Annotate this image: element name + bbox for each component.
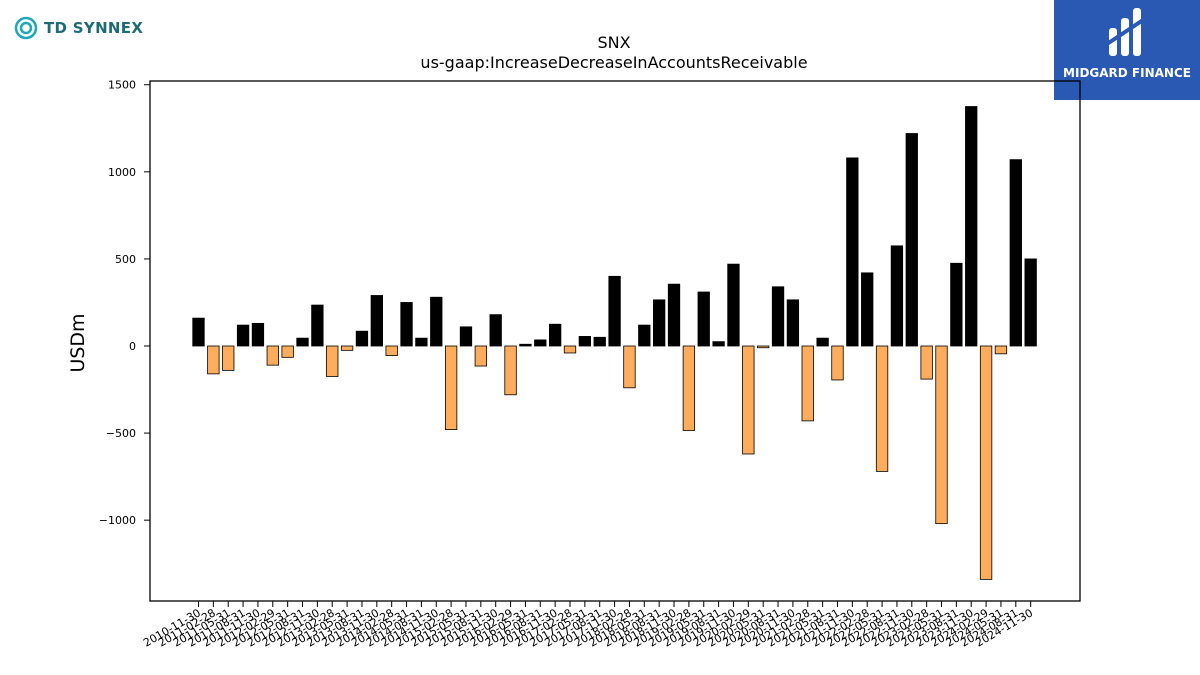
x-ticks-group: 2010-11-302011-02-282011-05-312011-08-31… [141, 601, 1035, 650]
bar-2016-11-30 [548, 323, 562, 347]
bar-2015-08-31 [474, 345, 487, 367]
bar-2013-02-28 [326, 345, 339, 377]
bar-2017-11-30 [608, 275, 621, 347]
bar-2021-08-31 [831, 345, 844, 381]
bar-2022-05-31 [875, 345, 889, 472]
y-tick-label: 0 [129, 340, 136, 353]
bar-2021-05-31 [816, 337, 829, 347]
bar-2017-08-31 [593, 336, 606, 347]
bar-2016-08-31 [534, 339, 547, 347]
bar-2020-02-29 [742, 345, 755, 455]
td-synnex-icon [14, 16, 38, 40]
bar-2022-11-30 [905, 133, 918, 347]
y-ticks-group: 1500 1000 500 0 −500 −1000 [99, 79, 150, 527]
td-synnex-wordmark: TD SYNNEX [44, 19, 144, 37]
bar-2015-05-31 [459, 326, 473, 347]
bar-2012-08-31 [296, 337, 309, 347]
bar-2023-08-31 [950, 262, 963, 347]
y-tick-label: −500 [106, 427, 136, 440]
bar-2011-02-28 [207, 345, 220, 375]
bar-2020-05-31 [757, 345, 770, 349]
bar-2023-05-31 [935, 345, 948, 525]
bar-2014-08-31 [415, 337, 428, 347]
bar-2017-05-31 [578, 336, 592, 347]
bar-2010-11-30 [192, 317, 205, 347]
bar-2023-02-28 [920, 345, 933, 380]
chart-title: SNX [597, 33, 630, 52]
bar-2018-05-31 [638, 324, 651, 347]
midgard-finance-wordmark: MIDGARD FINANCE [1063, 66, 1191, 80]
bar-2013-05-31 [340, 345, 354, 351]
bar-2024-05-31 [994, 345, 1008, 355]
bar-2013-08-31 [355, 330, 369, 347]
y-tick-label: 1500 [108, 79, 136, 92]
bar-2022-02-28 [861, 272, 874, 347]
bar-2024-08-31 [1009, 159, 1022, 347]
y-tick-label: 1000 [108, 166, 136, 179]
bar-2011-08-31 [236, 324, 250, 347]
bar-2022-08-31 [890, 245, 904, 347]
bar-2019-05-31 [697, 291, 710, 347]
bar-2020-11-30 [786, 299, 800, 347]
bar-2018-02-28 [623, 345, 636, 389]
bar-2019-02-28 [682, 345, 696, 431]
bar-2012-05-31 [281, 345, 294, 358]
bar-2023-11-30 [965, 106, 978, 347]
bar-2021-11-30 [846, 157, 859, 347]
bar-2018-08-31 [653, 299, 666, 347]
bar-2015-11-30 [489, 314, 502, 347]
bar-2011-11-30 [251, 322, 265, 347]
bar-2024-11-30 [1024, 258, 1037, 347]
bar-2024-02-29 [979, 345, 993, 580]
bar-2014-05-31 [400, 302, 413, 347]
y-tick-label: 500 [115, 253, 136, 266]
y-axis-label: USDm [67, 313, 89, 372]
bar-2015-02-28 [444, 345, 458, 430]
bar-2014-11-30 [430, 296, 443, 347]
bar-2019-11-30 [727, 263, 740, 347]
td-synnex-logo: TD SYNNEX [14, 14, 143, 42]
bars-group [192, 106, 1037, 580]
plot-frame [149, 80, 1081, 602]
midgard-finance-icon [1105, 8, 1145, 56]
bar-2019-08-31 [712, 341, 725, 347]
bar-2014-02-28 [385, 345, 398, 356]
bar-2013-11-30 [370, 295, 383, 347]
bar-2021-02-28 [801, 345, 814, 422]
midgard-finance-logo: MIDGARD FINANCE [1054, 0, 1200, 100]
bar-2012-02-29 [266, 345, 279, 366]
bar-2017-02-28 [563, 345, 577, 354]
bar-2016-02-29 [504, 345, 517, 396]
y-tick-label: −1000 [99, 514, 136, 527]
bar-2020-08-31 [771, 286, 785, 347]
bar-2012-11-30 [311, 304, 324, 347]
bar-2011-05-31 [222, 345, 235, 371]
bar-2016-05-31 [519, 343, 532, 347]
bar-2018-11-30 [667, 283, 681, 347]
chart-subtitle: us-gaap:IncreaseDecreaseInAccountsReceiv… [420, 53, 807, 72]
